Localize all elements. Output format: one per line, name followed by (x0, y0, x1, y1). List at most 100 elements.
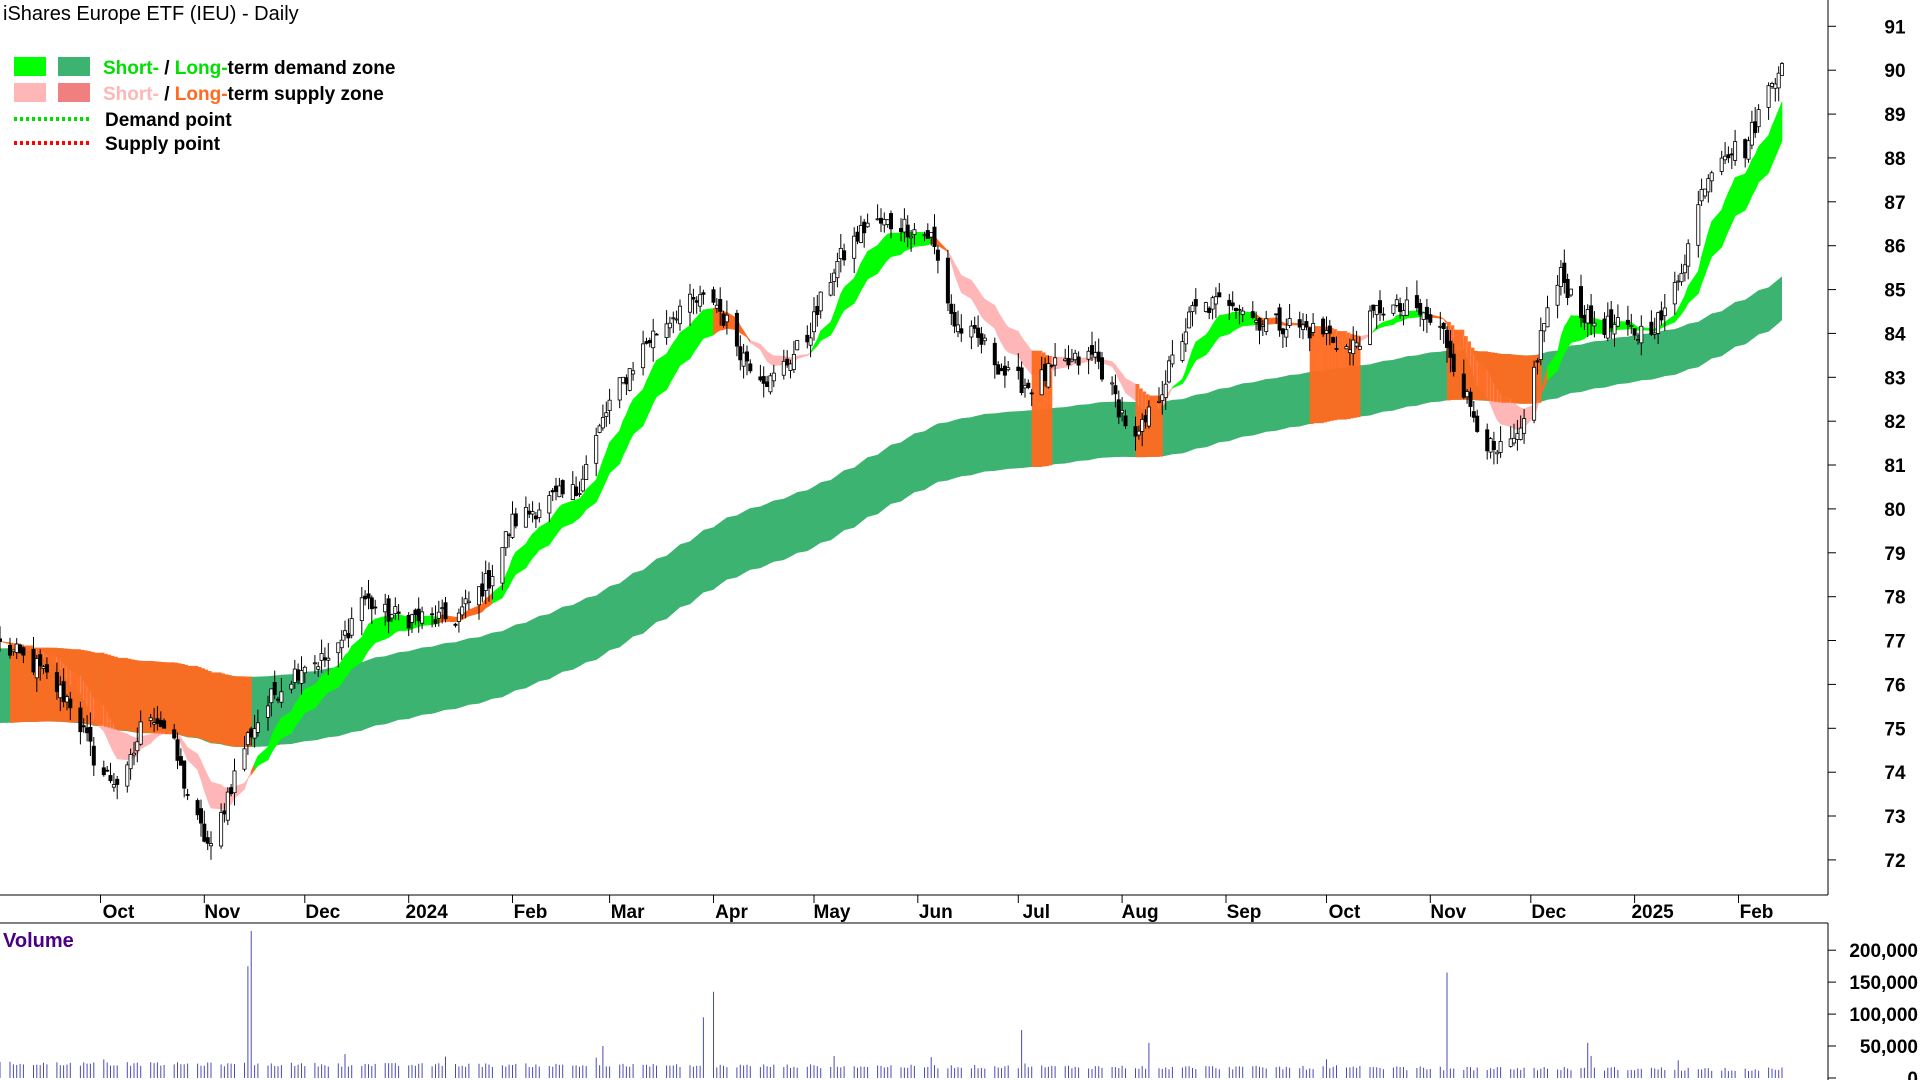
long-term-supply-zone-segment (1514, 354, 1518, 404)
candle-body (1371, 304, 1376, 311)
candle-body (1565, 278, 1570, 298)
candle-body (155, 718, 160, 724)
long-term-supply-zone-segment (1356, 335, 1361, 418)
candle-body (1609, 309, 1614, 329)
long-term-supply-zone-segment (1336, 331, 1348, 420)
candle-body (115, 778, 120, 785)
candle-body (409, 614, 414, 623)
date-tick-label: Nov (1430, 902, 1466, 923)
candle-body (1485, 429, 1490, 452)
candle-body (1076, 356, 1081, 366)
long-term-supply-zone-segment (1041, 352, 1046, 467)
long-term-supply-zone-segment (227, 675, 232, 746)
candle-body (162, 720, 167, 729)
price-axis-layer: 72 73 74 75 76 77 78 79 80 81 82 83 84 85 86 87 88 89 90 91 (1828, 17, 1906, 872)
candle-body (486, 570, 491, 589)
candle-body (1542, 322, 1547, 332)
candle-body (761, 376, 766, 384)
candle-body (7, 644, 12, 656)
long-term-supply-zone-segment (113, 656, 118, 730)
candle-body (691, 296, 696, 300)
candle-body (105, 769, 110, 772)
candle-body (945, 257, 950, 304)
candle-body (1532, 366, 1537, 421)
long-term-supply-zone-segment (40, 647, 45, 722)
short-term-zone-segment (1728, 185, 1733, 232)
candle-body (1585, 309, 1590, 324)
chart-title: iShares Europe ETF (IEU) - Daily (3, 3, 299, 25)
candle-body (249, 728, 254, 738)
candle-body (476, 586, 481, 606)
candle-body (1719, 157, 1724, 172)
short-term-zone-segment (549, 515, 553, 546)
short-term-zone-segment (535, 526, 540, 556)
candle-body (453, 623, 458, 626)
candle-body (1424, 306, 1429, 320)
candle-body (1116, 399, 1121, 418)
long-term-supply-zone-segment (1326, 327, 1331, 422)
short-term-zone-segment (579, 494, 584, 519)
candle-body (641, 343, 646, 369)
candle-body (785, 358, 790, 366)
candle-body (781, 360, 786, 376)
date-tick-label: Sep (1227, 902, 1262, 923)
candle-body (480, 583, 485, 597)
candle-body (530, 511, 535, 515)
candle-body (1157, 400, 1162, 403)
candle-body (1471, 411, 1476, 418)
candle-body (1213, 296, 1218, 305)
long-term-supply-zone-segment (1329, 327, 1334, 421)
candle-body (929, 232, 934, 238)
candle-body (1183, 331, 1188, 345)
short-term-zone-segment (321, 672, 326, 701)
candle-body (1170, 354, 1175, 365)
candle-body (982, 337, 987, 342)
volume-label: Volume (3, 930, 74, 952)
candle-body (440, 607, 445, 610)
candle-body (1274, 313, 1279, 316)
long-term-supply-zone-segment (174, 662, 179, 735)
short-term-zone-segment (304, 684, 316, 714)
candle-body (1639, 325, 1644, 344)
candle-body (791, 353, 796, 370)
candle-body (1465, 391, 1470, 398)
candle-body (1770, 83, 1775, 87)
short-term-zone-layer (0, 101, 1783, 811)
candle-body (1659, 310, 1664, 321)
candle-body (550, 490, 555, 493)
candle-body (865, 222, 870, 228)
long-term-supply-zone-segment (207, 671, 212, 742)
candle-body (299, 670, 304, 684)
candle-body (1146, 406, 1151, 427)
candle-body (1682, 264, 1687, 274)
volume-tick-label: 150,000 (1849, 973, 1918, 994)
short-term-zone-segment (1229, 311, 1233, 335)
short-term-zone-segment (696, 312, 701, 350)
date-tick-label: 2025 (1631, 902, 1674, 923)
short-term-zone-segment (297, 693, 302, 724)
candle-body (1207, 307, 1212, 314)
candle-body (1237, 308, 1242, 311)
candle-body (128, 754, 133, 770)
candle-body (396, 611, 401, 614)
candle-body (1378, 300, 1383, 314)
long-term-supply-zone-segment (211, 672, 222, 744)
volume-axis-layer: 0 50,000 100,000 150,000 200,000 (1828, 941, 1918, 1080)
long-term-supply-zone-segment (177, 663, 182, 735)
price-tick-label: 85 (1884, 281, 1906, 302)
candle-body (935, 249, 940, 261)
candle-body (647, 339, 652, 344)
long-term-supply-zone-segment (1490, 352, 1495, 402)
date-tick-label: 2024 (406, 902, 449, 923)
candle-body (65, 696, 70, 703)
short-term-zone-segment (703, 308, 714, 339)
long-term-supply-zone-segment (184, 664, 189, 737)
candle-body (1331, 336, 1336, 343)
short-term-zone-segment (1724, 192, 1729, 239)
candle-body (835, 260, 840, 279)
candle-body (674, 318, 679, 321)
candle-body (925, 230, 930, 239)
candle-body (1733, 141, 1738, 161)
candle-body (289, 683, 294, 690)
candle-body (202, 823, 207, 842)
